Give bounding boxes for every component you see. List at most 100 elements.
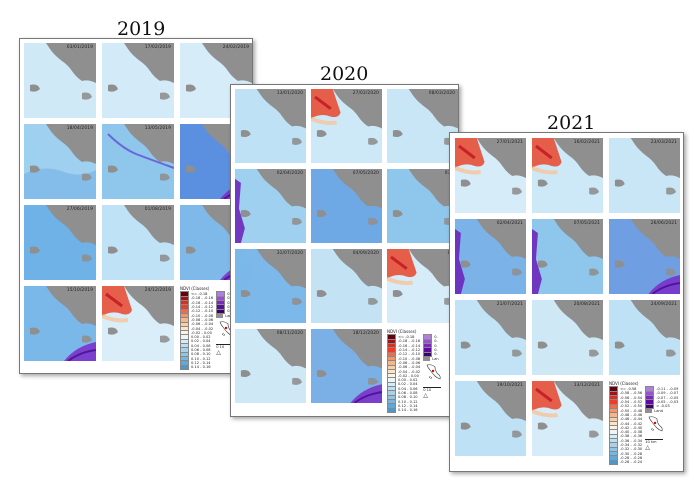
legend-label: -0.34 - -0.32	[620, 443, 643, 447]
legend-label: -0.08 - -0.06	[398, 360, 421, 365]
legend-item: 0.14 - 0.16	[180, 364, 213, 370]
panel-date-label: 18/12/2020	[352, 331, 379, 336]
legend-item: -0.26 - -0.24	[609, 459, 642, 465]
legend-label: -0.10 - -0.08	[191, 313, 214, 318]
panel-date-label: 16/02/2021	[573, 140, 600, 145]
legend-label: -0.28 - -0.26	[620, 455, 643, 460]
legend-label: -0.14 - -0.12	[191, 305, 214, 310]
legend-label: 0.	[227, 300, 231, 305]
panel-date-label: 24/12/2019	[144, 288, 171, 293]
legend-label: -0.36 - -0.34	[620, 438, 643, 443]
scale-bar: 10 km	[645, 439, 664, 444]
legend-label: 0.06 - 0.08	[191, 348, 211, 352]
legend-item: 0.14 - 0.16	[387, 407, 420, 413]
ndvi-map-panel: 18/12/2020	[311, 329, 382, 403]
legend-label: -0.18 - -0.16	[191, 296, 214, 301]
legend-label: -0.50 - -0.48	[620, 408, 643, 413]
ndvi-map-panel: 03/0	[387, 169, 458, 243]
legend-label: 0.08 - 0.10	[191, 352, 211, 357]
legend-label: -0.05 - -0.03	[656, 400, 679, 405]
legend-land-item: Lan	[216, 313, 238, 318]
legend-label: 0.02 - 0.04	[398, 382, 418, 387]
year-title-2019: 2019	[117, 18, 166, 40]
legend-title: NDVI (Classes)	[387, 329, 417, 334]
legend-label: 0.00 - 0.02	[191, 335, 211, 340]
legend-label: 0.10 - 0.12	[398, 399, 418, 404]
legend-label: 0.	[434, 335, 438, 340]
panel-date-label: 27/02/2020	[352, 91, 379, 96]
legend-label: -0.11 - -0.09	[656, 387, 679, 392]
land-label: Lan	[225, 313, 232, 318]
panel-date-label: 01/08/2019	[144, 207, 171, 212]
legend-land-item: Land	[645, 408, 678, 413]
panel-date-label: 13/12/2021	[573, 383, 600, 388]
year-title-2021: 2021	[547, 112, 596, 134]
legend-label: -0.08 - -0.06	[191, 317, 214, 322]
legend-label: 0.00 - 0.02	[398, 378, 418, 383]
legend-label: -0.12 - -0.10	[398, 352, 421, 357]
legend-label: <= -0.58	[620, 387, 637, 392]
north-arrow-icon: △	[216, 349, 221, 357]
legend-label: -0.38 - -0.36	[620, 434, 643, 439]
legend-label: -0.06 - -0.04	[191, 322, 214, 327]
land-label: Land	[654, 408, 663, 413]
legend-label: 0.04 - 0.06	[398, 386, 418, 391]
legend-label: -0.32 - -0.30	[620, 447, 643, 452]
legend-label: -0.16 - -0.14	[398, 343, 421, 348]
panel-date-label: 17/02/2019	[144, 45, 171, 50]
ndvi-map-panel: 08/11/2020	[235, 329, 306, 403]
ndvi-map-panel: 04/	[387, 249, 458, 323]
legend-label: -0.10 - -0.08	[398, 356, 421, 361]
legend-label: 0.06 - 0.08	[398, 391, 418, 395]
legend-swatch	[645, 403, 655, 410]
map-sheet-2019: 03/01/2019 17/02/2019 24/02/2019 18/04/2…	[19, 38, 253, 374]
legend-label: -0.02 - 0.00	[398, 373, 419, 378]
legend-item: > -0.03	[645, 403, 678, 410]
panel-date-label: 02/04/2021	[496, 221, 523, 226]
legend-swatch	[387, 407, 396, 413]
legend-label: 0.	[227, 309, 231, 314]
italy-inset-map	[423, 363, 445, 386]
ndvi-map-panel: 02/04/2020	[235, 169, 306, 243]
legend-swatch	[423, 351, 433, 358]
legend-label: -0.44 - -0.42	[620, 421, 643, 426]
legend-label: -0.18 - -0.16	[398, 339, 421, 344]
legend-label: -0.16 - -0.14	[191, 300, 214, 305]
ndvi-map-panel: 07/05/2020	[311, 169, 382, 243]
italy-inset-map	[645, 415, 678, 438]
panel-date-label: 24/09/2021	[650, 302, 677, 307]
panel-date-label: 04/09/2020	[352, 251, 379, 256]
panel-date-label: 02/04/2020	[276, 171, 303, 176]
scale-bar: 0 10	[423, 387, 442, 392]
legend-label: -0.02 - 0.00	[191, 330, 212, 335]
panel-date-label: 26/06/2021	[650, 221, 677, 226]
land-swatch	[216, 314, 224, 318]
legend-label: -0.14 - -0.12	[398, 348, 421, 353]
legend-swatch	[609, 459, 618, 465]
legend-label: <= -0.18	[398, 335, 415, 340]
ndvi-map-panel: 24/09/2021	[609, 300, 680, 375]
legend-swatch	[216, 308, 226, 315]
ndvi-map-panel: 19/10/2021	[455, 381, 526, 456]
scale-bar: 0 10	[216, 344, 235, 349]
panel-date-label: 03/01/2019	[66, 45, 93, 50]
legend-label: 0.02 - 0.04	[191, 339, 211, 344]
panel-date-label: 31/07/2020	[276, 251, 303, 256]
ndvi-map-panel: 26/06/2021	[609, 219, 680, 294]
legend-label: -0.09 - -0.07	[656, 391, 679, 396]
legend-label: -0.54 - -0.52	[620, 400, 643, 405]
legend-label: -0.12 - -0.10	[191, 309, 214, 314]
legend-label: -0.52 - -0.50	[620, 404, 643, 409]
ndvi-map-panel: 02/04/2021	[455, 219, 526, 294]
land-swatch	[423, 357, 431, 361]
ndvi-map-panel: 16/02/2021	[532, 138, 603, 213]
ndvi-map-panel: 17/02/2019	[102, 43, 174, 118]
legend-item: 0.	[423, 351, 445, 358]
legend-swatch	[180, 364, 189, 370]
ndvi-map-panel: 15/10/2019	[24, 286, 96, 361]
year-title-2020: 2020	[320, 63, 369, 85]
ndvi-map-panel: 20/08/2021	[532, 300, 603, 375]
panel-date-label: 18/04/2019	[66, 126, 93, 131]
panel-date-label: 08/11/2020	[276, 331, 303, 336]
ndvi-map-panel: 31/07/2020	[235, 249, 306, 323]
